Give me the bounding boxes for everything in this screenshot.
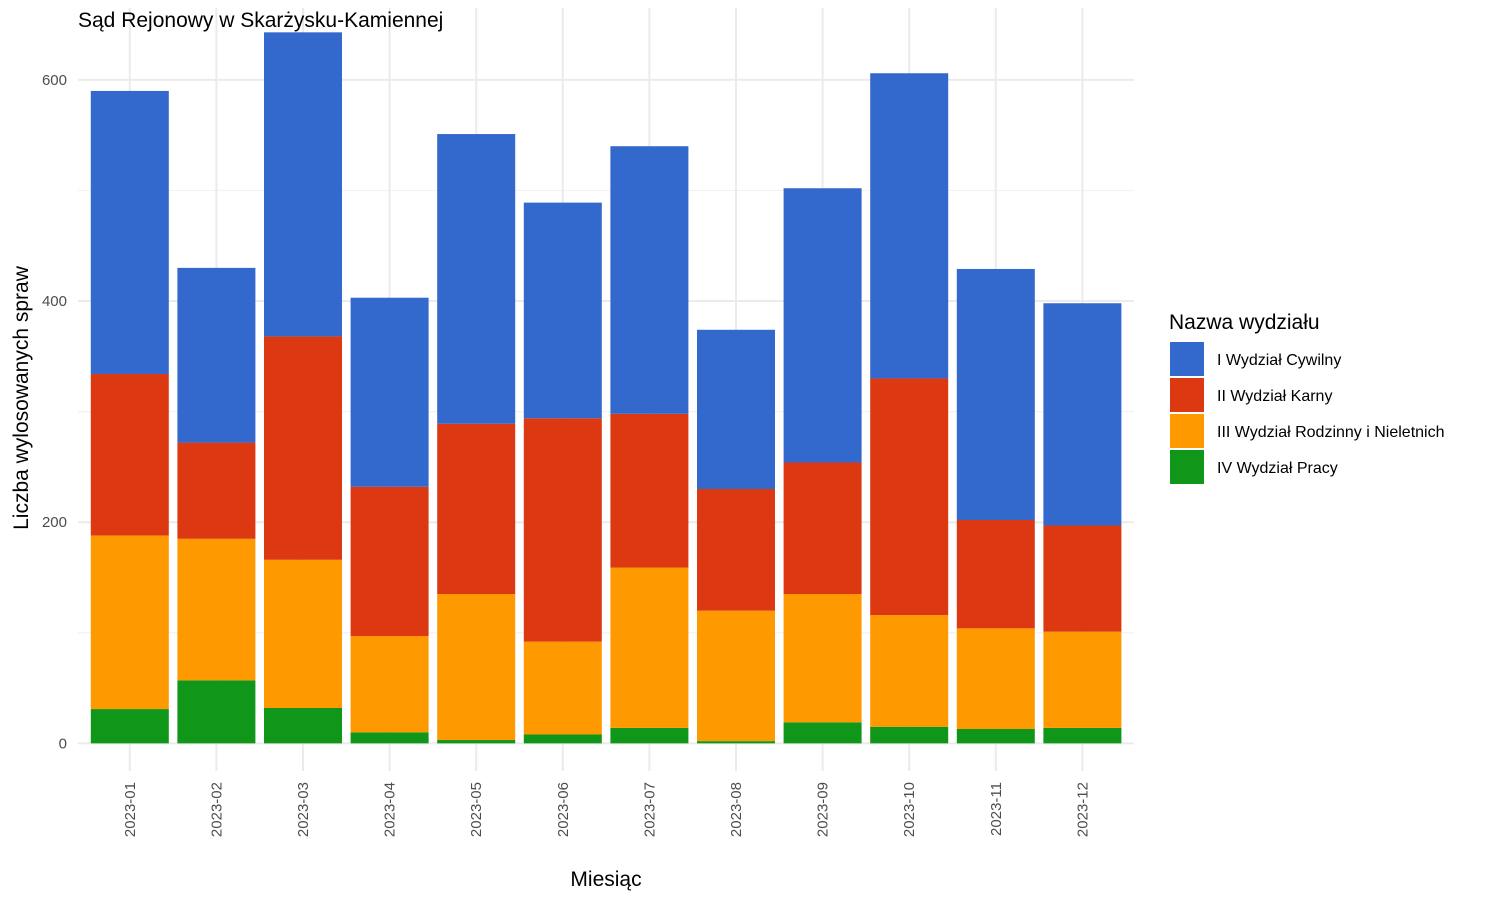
bar-segment xyxy=(90,535,169,710)
bar-segment xyxy=(1043,727,1122,744)
bar-segment xyxy=(783,462,862,595)
bar-segment xyxy=(697,741,775,744)
bar-segment xyxy=(956,519,1035,629)
bar-segment xyxy=(1043,631,1122,728)
x-tick-label: 2023-12 xyxy=(1074,782,1091,837)
y-tick-label: 400 xyxy=(42,293,67,310)
chart-title: Sąd Rejonowy w Skarżysku-Kamiennej xyxy=(78,9,443,32)
bar-segment xyxy=(350,732,429,744)
x-tick-label: 2023-02 xyxy=(208,782,225,837)
y-tick-label: 600 xyxy=(42,72,67,89)
bar-segment xyxy=(783,722,862,744)
bar-segment xyxy=(177,680,256,744)
bar-segment xyxy=(783,594,862,723)
bar-segment xyxy=(610,567,689,728)
bar-segment xyxy=(264,32,342,337)
bar-segment xyxy=(523,418,602,642)
legend: Nazwa wydziału I Wydział Cywilny II Wydzi… xyxy=(1169,311,1445,484)
x-axis-title: Miesiąc xyxy=(570,868,641,891)
bar-segment xyxy=(177,538,256,681)
bar-segment xyxy=(956,628,1035,729)
x-tick-label: 2023-05 xyxy=(468,782,485,837)
bar-segment xyxy=(90,374,169,536)
legend-item: I Wydział Cywilny xyxy=(1170,342,1341,376)
x-tick-label: 2023-07 xyxy=(641,782,658,837)
x-tick-label: 2023-03 xyxy=(295,782,312,837)
bar-segment xyxy=(350,297,429,487)
y-tick-label: 200 xyxy=(42,514,67,531)
bar-segment xyxy=(437,740,516,744)
legend-label: IV Wydział Pracy xyxy=(1217,460,1338,477)
bar-segment xyxy=(177,267,256,443)
bar-segment xyxy=(523,202,602,419)
bar-segment xyxy=(523,734,602,744)
x-axis: 2023-01 2023-02 2023-03 2023-04 2023-05 2023-… xyxy=(122,782,1092,837)
bar-segment xyxy=(350,486,429,637)
legend-label: II Wydział Karny xyxy=(1217,388,1332,405)
legend-label: III Wydział Rodzinny i Nieletnich xyxy=(1217,424,1445,441)
bar-segment xyxy=(870,726,949,744)
bar-segment xyxy=(870,73,949,379)
bar-segment xyxy=(870,378,949,616)
bar-segment xyxy=(870,615,949,727)
bar-segment xyxy=(437,134,516,424)
legend-key-swatch xyxy=(1170,414,1204,448)
bar-segment xyxy=(523,641,602,735)
bar-segment xyxy=(1043,303,1122,526)
bar-segment xyxy=(956,728,1035,744)
bar-segment xyxy=(350,636,429,733)
x-tick-label: 2023-10 xyxy=(901,782,918,837)
bars xyxy=(90,32,1122,744)
bar-segment xyxy=(264,559,342,708)
x-tick-label: 2023-11 xyxy=(988,782,1005,836)
bar-segment xyxy=(90,90,169,375)
bar-segment xyxy=(264,336,342,560)
bar-segment xyxy=(437,423,516,595)
bar-segment xyxy=(610,413,689,568)
x-tick-label: 2023-01 xyxy=(122,782,139,837)
y-axis: 0 200 400 600 xyxy=(42,72,67,752)
bar-segment xyxy=(956,268,1035,520)
bar-segment xyxy=(610,727,689,744)
x-tick-label: 2023-09 xyxy=(815,782,832,837)
bar-segment xyxy=(697,489,775,611)
bar-segment xyxy=(177,442,256,539)
bar-segment xyxy=(783,188,862,463)
legend-label: I Wydział Cywilny xyxy=(1217,352,1341,369)
legend-key-swatch xyxy=(1170,450,1204,484)
bar-segment xyxy=(610,146,689,414)
bar-segment xyxy=(697,329,775,490)
bar-segment xyxy=(1043,525,1122,632)
y-axis-title: Liczba wylosowanych spraw xyxy=(10,265,33,530)
legend-item: IV Wydział Pracy xyxy=(1170,450,1338,484)
bar-segment xyxy=(90,709,169,744)
x-tick-label: 2023-04 xyxy=(382,782,399,837)
legend-title: Nazwa wydziału xyxy=(1169,311,1320,334)
bar-segment xyxy=(264,707,342,744)
legend-key-swatch xyxy=(1170,378,1204,412)
legend-key-swatch xyxy=(1170,342,1204,376)
bar-segment xyxy=(437,594,516,741)
x-tick-label: 2023-08 xyxy=(728,782,745,837)
x-tick-label: 2023-06 xyxy=(555,782,572,837)
bar-segment xyxy=(697,610,775,742)
y-tick-label: 0 xyxy=(59,735,67,752)
legend-item: III Wydział Rodzinny i Nieletnich xyxy=(1170,414,1445,448)
legend-item: II Wydział Karny xyxy=(1170,378,1332,412)
